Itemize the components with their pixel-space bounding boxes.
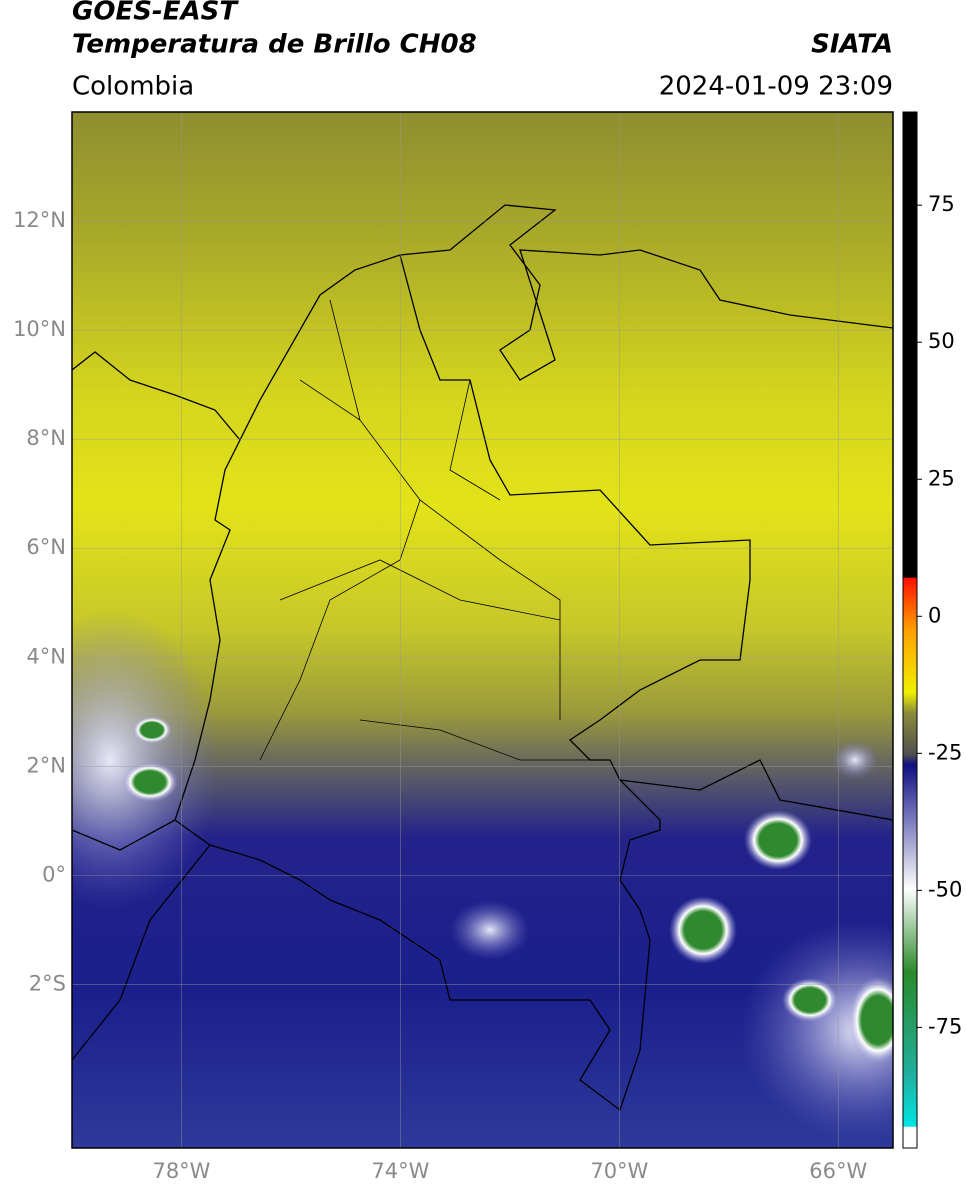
colorbar-tick-label: -25 bbox=[928, 740, 962, 764]
map-frame bbox=[71, 111, 894, 1149]
map-image bbox=[72, 112, 893, 1148]
subtitle: Temperatura de Brillo CH08 bbox=[72, 30, 477, 60]
cloud-haze bbox=[450, 900, 530, 960]
coastlines-borders bbox=[72, 204, 893, 1112]
region: Colombia bbox=[72, 72, 194, 102]
lon-tick-label: 66°W bbox=[809, 1159, 867, 1183]
cloud-haze bbox=[72, 610, 220, 910]
cold-cloud bbox=[669, 896, 737, 964]
colorbar-tick-label: 0 bbox=[928, 603, 941, 627]
colorbar-tick-label: 25 bbox=[928, 466, 955, 490]
lat-tick-label: 12°N bbox=[13, 208, 66, 232]
cold-cloud bbox=[122, 762, 178, 802]
title: GOES-EAST bbox=[72, 0, 239, 27]
cloud-haze bbox=[740, 920, 893, 1140]
lat-tick-label: 4°N bbox=[26, 644, 66, 668]
lat-tick-label: 10°N bbox=[13, 317, 66, 341]
cold-cloud bbox=[782, 978, 838, 1022]
lat-tick-label: 8°N bbox=[26, 426, 66, 450]
lat-tick-label: 2°S bbox=[29, 971, 66, 995]
department-borders bbox=[259, 299, 600, 761]
datetime: 2024-01-09 23:09 bbox=[659, 72, 893, 102]
lon-tick-label: 74°W bbox=[371, 1159, 429, 1183]
colorbar bbox=[902, 111, 918, 1149]
colorbar-tick-label: -75 bbox=[928, 1014, 962, 1038]
lat-tick-label: 0° bbox=[42, 862, 66, 886]
colorbar-tick-label: 50 bbox=[928, 329, 955, 353]
lat-tick-label: 2°N bbox=[26, 753, 66, 777]
lon-tick-label: 70°W bbox=[590, 1159, 648, 1183]
colorbar-tick-label: -50 bbox=[928, 877, 962, 901]
lon-tick-label: 78°W bbox=[152, 1159, 210, 1183]
cold-cloud bbox=[744, 810, 812, 870]
graticule bbox=[72, 112, 893, 1148]
colorbar-tick-label: 75 bbox=[928, 192, 955, 216]
cold-cloud bbox=[848, 976, 893, 1064]
cold-cloud bbox=[132, 716, 172, 744]
cloud-haze bbox=[831, 740, 879, 780]
lat-tick-label: 6°N bbox=[26, 535, 66, 559]
source: SIATA bbox=[811, 30, 893, 60]
